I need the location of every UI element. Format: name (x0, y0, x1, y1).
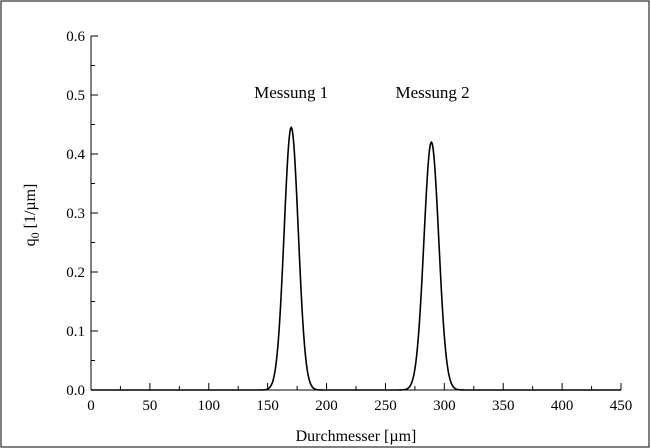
series-line (91, 125, 621, 391)
y-tick-label: 0.6 (66, 29, 85, 45)
peak-annotation: Messung 1 (254, 83, 328, 102)
x-tick-label: 50 (142, 398, 157, 414)
y-tick-label: 0.3 (66, 206, 85, 222)
y-axis-title-main: q (22, 238, 39, 246)
x-tick-label: 350 (492, 398, 515, 414)
peak-annotation: Messung 2 (395, 83, 469, 102)
x-tick-label: 150 (256, 398, 279, 414)
y-tick-label: 0.4 (66, 147, 85, 163)
x-tick-label: 400 (551, 398, 574, 414)
x-tick-label: 200 (315, 398, 338, 414)
y-axis-title-unit: [1/µm] (22, 184, 39, 233)
x-tick-label: 0 (87, 398, 95, 414)
y-tick-label: 0.2 (66, 265, 85, 281)
y-tick-label: 0.1 (66, 324, 85, 340)
series-group (91, 125, 621, 391)
annotations: Messung 1 Messung 2 (254, 83, 469, 102)
x-tick-label: 250 (374, 398, 397, 414)
x-axis-title: Durchmesser [µm] (296, 428, 417, 445)
y-axis-title-group: q0 [1/µm] (22, 184, 42, 247)
y-axis-ticks: 0.0 0.1 0.2 0.3 0.4 0.5 0.6 (66, 29, 98, 399)
x-tick-label: 300 (433, 398, 456, 414)
y-tick-label: 0.0 (66, 383, 85, 399)
x-tick-label: 100 (198, 398, 221, 414)
x-axis-ticks: 0 50 100 150 200 250 300 350 400 450 (87, 383, 632, 414)
y-axis-title-subscript: 0 (28, 232, 42, 238)
x-tick-label: 450 (610, 398, 633, 414)
y-axis-title: q0 [1/µm] (22, 184, 42, 247)
y-tick-label: 0.5 (66, 88, 85, 104)
axes (90, 36, 621, 391)
